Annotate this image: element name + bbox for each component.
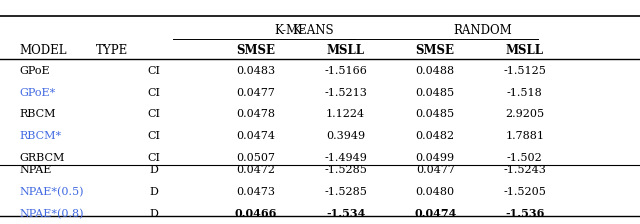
- Text: 0.0472: 0.0472: [237, 165, 275, 175]
- Text: 0.0483: 0.0483: [236, 66, 276, 75]
- Text: CI: CI: [147, 110, 160, 119]
- Text: GRBCM: GRBCM: [19, 153, 65, 163]
- Text: 0.0507: 0.0507: [237, 153, 275, 163]
- Text: RBCM: RBCM: [19, 110, 56, 119]
- Text: -1.5125: -1.5125: [504, 66, 546, 75]
- Text: 1.7881: 1.7881: [506, 131, 544, 141]
- Text: SMSE: SMSE: [416, 44, 454, 57]
- Text: K-: K-: [292, 24, 304, 37]
- Text: D: D: [149, 187, 158, 197]
- Text: RBCM*: RBCM*: [19, 131, 61, 141]
- Text: NPAE*(0.8): NPAE*(0.8): [19, 209, 84, 219]
- Text: 1.1224: 1.1224: [326, 110, 365, 119]
- Text: -1.536: -1.536: [505, 208, 545, 220]
- Text: 0.0478: 0.0478: [237, 110, 275, 119]
- Text: 0.0477: 0.0477: [237, 88, 275, 97]
- Text: 0.0473: 0.0473: [237, 187, 275, 197]
- Text: MSLL: MSLL: [506, 44, 544, 57]
- Text: -1.5166: -1.5166: [324, 66, 367, 75]
- Text: NPAE: NPAE: [19, 165, 52, 175]
- Text: 0.0488: 0.0488: [415, 66, 455, 75]
- Text: 0.0466: 0.0466: [235, 208, 277, 220]
- Text: 0.0485: 0.0485: [415, 110, 455, 119]
- Text: -1.5285: -1.5285: [324, 165, 367, 175]
- Text: MSLL: MSLL: [326, 44, 365, 57]
- Text: -1.518: -1.518: [507, 88, 543, 97]
- Text: -1.5243: -1.5243: [504, 165, 546, 175]
- Text: 2.9205: 2.9205: [505, 110, 545, 119]
- Text: 0.0474: 0.0474: [414, 208, 456, 220]
- Text: RANDOM: RANDOM: [454, 24, 513, 37]
- Text: 0.0482: 0.0482: [415, 131, 455, 141]
- Text: -1.5285: -1.5285: [324, 187, 367, 197]
- Text: -1.5213: -1.5213: [324, 88, 367, 97]
- Text: 0.0499: 0.0499: [415, 153, 455, 163]
- Text: CI: CI: [147, 66, 160, 75]
- Text: TYPE: TYPE: [96, 44, 128, 57]
- Text: 0.0485: 0.0485: [415, 88, 455, 97]
- Text: MODEL: MODEL: [19, 44, 67, 57]
- Text: CI: CI: [147, 88, 160, 97]
- Text: -1.534: -1.534: [326, 208, 365, 220]
- Text: GPoE: GPoE: [19, 66, 50, 75]
- Text: CI: CI: [147, 153, 160, 163]
- Text: D: D: [149, 165, 158, 175]
- Text: GPoE*: GPoE*: [19, 88, 56, 97]
- Text: CI: CI: [147, 131, 160, 141]
- Text: SMSE: SMSE: [237, 44, 275, 57]
- Text: K-MEANS: K-MEANS: [274, 24, 334, 37]
- Text: 0.3949: 0.3949: [326, 131, 365, 141]
- Text: NPAE*(0.5): NPAE*(0.5): [19, 187, 84, 197]
- Text: -1.502: -1.502: [507, 153, 543, 163]
- Text: -1.4949: -1.4949: [324, 153, 367, 163]
- Text: 0.0480: 0.0480: [415, 187, 455, 197]
- Text: -1.5205: -1.5205: [504, 187, 546, 197]
- Text: D: D: [149, 209, 158, 219]
- Text: 0.0477: 0.0477: [416, 165, 454, 175]
- Text: 0.0474: 0.0474: [237, 131, 275, 141]
